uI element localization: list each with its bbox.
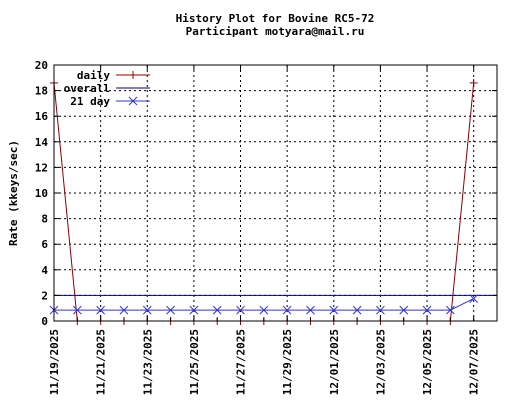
- data-point-21-day: [422, 305, 432, 315]
- x-tick-label: 11/21/2025: [95, 329, 108, 395]
- data-point-21-day-b: [236, 305, 245, 315]
- y-tick-label: 10: [35, 187, 48, 200]
- data-point-21-day: [329, 305, 339, 315]
- data-point-21-day: [119, 305, 129, 315]
- y-tick-label: 4: [41, 264, 48, 277]
- data-point-21-day: [399, 305, 409, 315]
- data-point-21-day-b: [212, 305, 222, 315]
- data-point-21-day: [212, 305, 222, 315]
- legend-label-daily: daily: [77, 69, 110, 82]
- data-point-21-day-b: [259, 305, 269, 315]
- legend-label-overall: overall: [64, 82, 110, 95]
- x-tick-label: 12/01/2025: [328, 329, 341, 395]
- x-tick-label: 11/25/2025: [188, 329, 201, 395]
- y-tick-label: 0: [41, 315, 48, 328]
- y-tick-label: 6: [41, 238, 48, 251]
- data-point-21-day: [166, 305, 175, 315]
- x-tick-label: 12/05/2025: [421, 329, 434, 395]
- y-tick-label: 18: [35, 85, 48, 98]
- x-tick-label: 12/03/2025: [374, 329, 387, 395]
- y-tick-label: 14: [35, 136, 49, 149]
- legend-marker-daily: [129, 71, 137, 79]
- x-tick-label: 11/27/2025: [235, 329, 248, 395]
- data-point-21-day-b: [352, 305, 362, 315]
- plot-frame: [53, 64, 498, 322]
- data-point-21-day: [376, 305, 385, 315]
- data-point-21-day: [282, 305, 292, 315]
- data-point-21-day-b: [329, 305, 339, 315]
- x-tick-label: 12/07/2025: [468, 329, 481, 395]
- data-point-21-day: [469, 294, 479, 303]
- data-point-21-day-b: [282, 305, 292, 315]
- x-tick-label: 11/19/2025: [48, 329, 61, 395]
- data-point-21-day-b: [399, 305, 409, 315]
- data-point-21-day: [446, 305, 455, 315]
- legend-marker-21-day-b: [128, 96, 138, 106]
- data-point-21-day: [352, 305, 362, 315]
- data-point-21-day: [72, 305, 82, 315]
- y-tick-label: 20: [35, 59, 48, 72]
- data-point-21-day-b: [306, 305, 315, 315]
- data-point-21-day-b: [469, 294, 479, 303]
- y-tick-label: 12: [35, 161, 48, 174]
- data-point-21-day-b: [189, 305, 199, 315]
- x-tick-label: 11/29/2025: [281, 329, 294, 395]
- legend-label-21-day: 21 day: [70, 95, 110, 108]
- data-point-21-day: [96, 305, 105, 315]
- chart-title: History Plot for Bovine RC5-72: [176, 12, 375, 25]
- data-point-daily: [469, 78, 478, 87]
- legend-marker-21-day: [128, 96, 138, 106]
- data-point-21-day: [306, 305, 315, 315]
- data-point-21-day-b: [446, 305, 455, 315]
- data-point-21-day-b: [119, 305, 129, 315]
- y-tick-label: 8: [41, 213, 48, 226]
- data-point-21-day-b: [142, 305, 152, 315]
- data-point-21-day: [259, 305, 269, 315]
- data-point-21-day: [189, 305, 199, 315]
- data-point-21-day: [142, 305, 152, 315]
- data-point-21-day-b: [96, 305, 105, 315]
- axis-ticks: 0 2 4 6 8 10 12 14 16 18 20 11/19/2025 11/21/2025 11/…: [35, 59, 498, 395]
- data-point-21-day-b: [422, 305, 432, 315]
- y-tick-label: 2: [41, 289, 48, 302]
- data-point-21-day-b: [166, 305, 175, 315]
- data-point-21-day: [236, 305, 245, 315]
- x-tick-label: 11/23/2025: [141, 329, 154, 395]
- data-point-21-day-b: [376, 305, 385, 315]
- data-point-21-day-b: [72, 305, 82, 315]
- y-tick-label: 16: [35, 110, 49, 123]
- y-axis-label: Rate (kkeys/sec): [7, 140, 20, 246]
- chart-subtitle: Participant motyara@mail.ru: [186, 25, 365, 38]
